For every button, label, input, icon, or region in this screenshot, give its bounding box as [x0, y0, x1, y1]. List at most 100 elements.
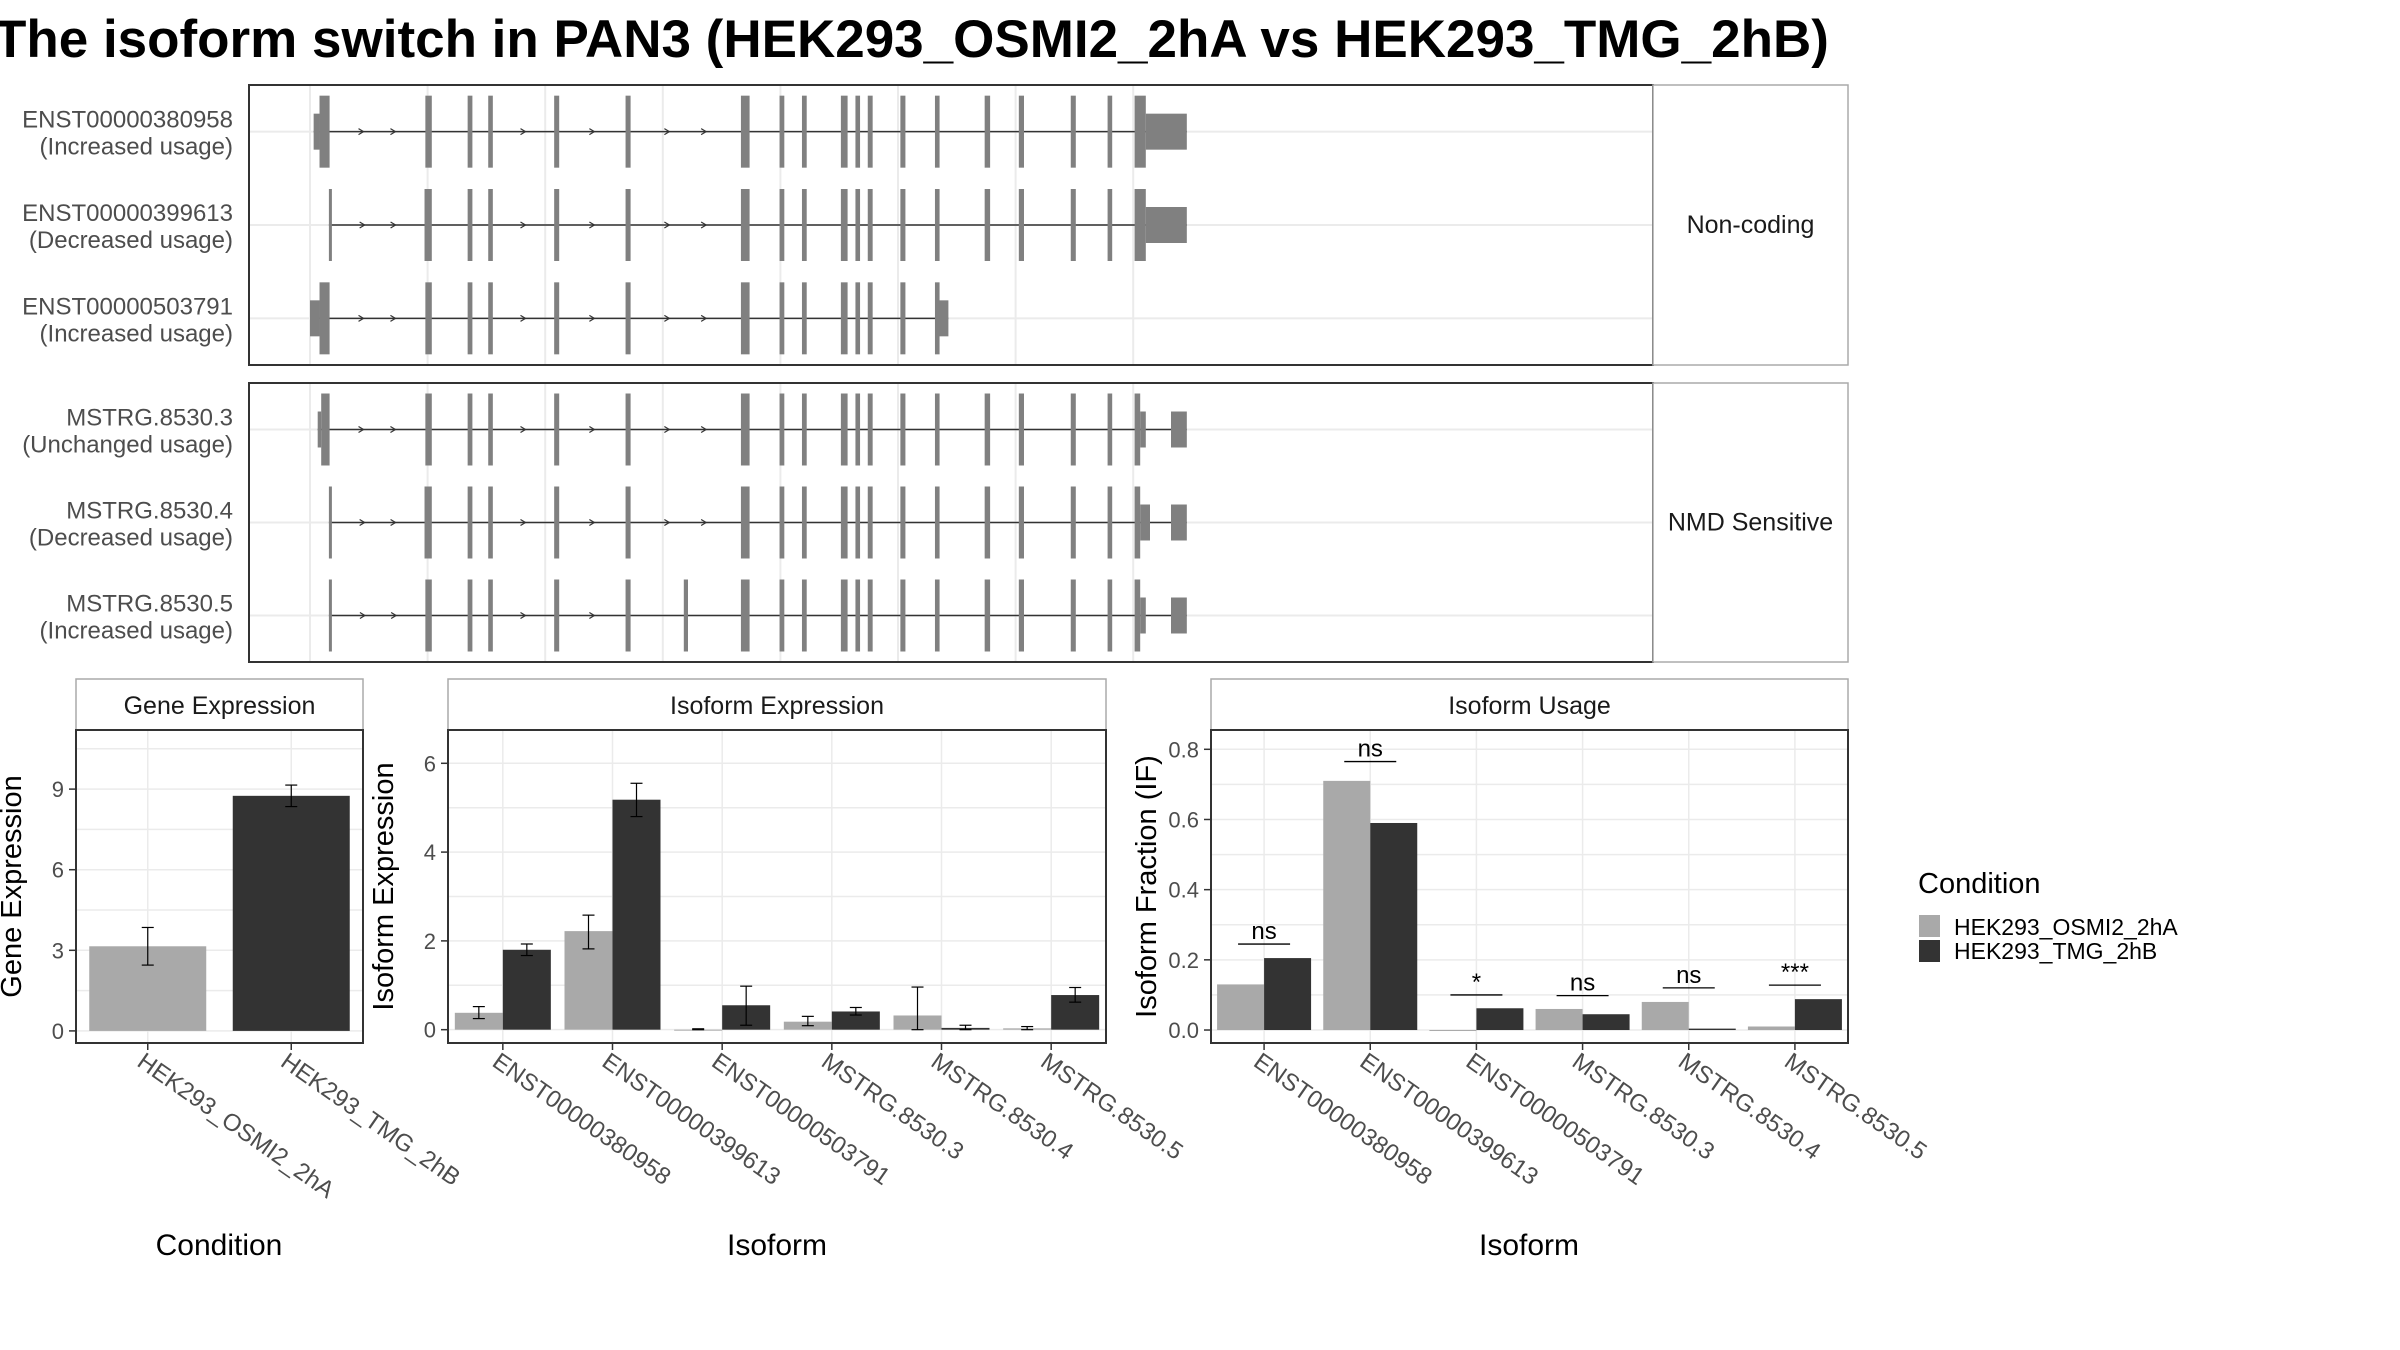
- x-tick-label: ENST00000380958: [487, 1048, 675, 1191]
- strand-arrow: [589, 314, 596, 322]
- panel-frame: [75, 729, 364, 1044]
- strand-arrow: [700, 221, 708, 229]
- strand-arrow: [589, 425, 596, 434]
- transcript-row: ENST00000380958(Increased usage): [22, 95, 1653, 168]
- figure-title: The isoform switch in PAN3 (HEK293_OSMI2…: [0, 10, 1829, 69]
- structure-group-2: MSTRG.8530.3(Unchanged usage)MSTRG.8530.…: [22, 382, 1849, 663]
- exon: [855, 486, 861, 559]
- exon: [625, 486, 631, 559]
- exon: [867, 393, 873, 466]
- exon: [1070, 393, 1076, 466]
- exon: [900, 393, 906, 466]
- exon: [740, 282, 750, 355]
- exon: [488, 486, 493, 559]
- transcript-row: ENST00000503791(Increased usage): [22, 282, 1653, 355]
- exon: [467, 95, 473, 168]
- strand-arrow: [520, 518, 527, 527]
- exon: [840, 189, 848, 261]
- significance-label: *: [1472, 969, 1481, 996]
- x-axis-label: Isoform: [1479, 1229, 1579, 1262]
- chart-panel-isoform-usage: Isoform Usage ns ns * ns ns *** 0.0 0.2 0.4 0.6 0.8…: [1131, 678, 1932, 1262]
- exon: [779, 282, 785, 355]
- transcript-id-label: ENST00000399613: [22, 200, 233, 227]
- strand-arrow: [664, 314, 671, 322]
- exon: [934, 393, 940, 466]
- strand-arrow: [390, 314, 397, 322]
- x-tick-label: ENST00000399613: [1355, 1048, 1543, 1191]
- legend-swatch-condition-b: [1919, 940, 1940, 962]
- exon: [467, 579, 473, 652]
- x-tick-label: ENST00000399613: [597, 1048, 785, 1191]
- legend-label-condition-b: HEK293_TMG_2hB: [1954, 938, 2157, 964]
- exon: [1140, 597, 1146, 634]
- exon: [900, 282, 906, 355]
- exon: [467, 189, 473, 261]
- exon: [683, 579, 688, 652]
- strand-arrow: [700, 128, 708, 136]
- transcript-id-label: MSTRG.8530.3: [66, 405, 233, 432]
- strand-arrow: [664, 128, 671, 136]
- panel-strip: [75, 678, 364, 731]
- exon: [625, 95, 631, 168]
- y-axis-label: Isoform Fraction (IF): [1131, 755, 1163, 1018]
- category-strip: [1652, 382, 1849, 663]
- exon: [1107, 189, 1113, 261]
- exon: [934, 486, 940, 559]
- strand-arrow: [390, 221, 397, 229]
- transcript-usage-label: (Decreased usage): [29, 525, 233, 552]
- exon: [1018, 486, 1024, 559]
- exon: [779, 486, 785, 559]
- exon: [934, 282, 940, 355]
- exon: [467, 282, 473, 355]
- strand-arrow: [664, 221, 671, 229]
- exon: [1018, 95, 1024, 168]
- strand-arrow: [390, 128, 397, 136]
- significance-label: ***: [1781, 959, 1809, 986]
- transcript-row: MSTRG.8530.5(Increased usage): [40, 579, 1653, 652]
- legend: Condition HEK293_OSMI2_2hA HEK293_TMG_2h…: [1918, 868, 2178, 964]
- exon: [1140, 411, 1146, 448]
- exon: [1134, 189, 1146, 261]
- exon: [554, 486, 560, 559]
- exon: [1107, 579, 1113, 652]
- exon: [625, 282, 631, 355]
- exon: [1171, 411, 1187, 448]
- transcript-id-label: MSTRG.8530.4: [66, 498, 233, 525]
- exon: [934, 189, 940, 261]
- strand-arrow: [664, 425, 671, 434]
- exon: [740, 486, 750, 559]
- exon: [779, 189, 785, 261]
- exon: [740, 189, 750, 261]
- panel-strip: [1210, 678, 1849, 731]
- panel-strip: [447, 678, 1107, 731]
- panel-strip-title: Gene Expression: [124, 692, 316, 720]
- exon: [934, 579, 940, 652]
- exon: [1145, 113, 1187, 150]
- bar: [1747, 1026, 1795, 1031]
- exon: [467, 393, 473, 466]
- strand-arrow: [358, 314, 365, 322]
- exon: [984, 579, 991, 652]
- exon: [554, 189, 560, 261]
- significance-label: ns: [1251, 918, 1276, 945]
- exon: [779, 95, 785, 168]
- exon: [840, 579, 848, 652]
- exon: [867, 189, 873, 261]
- exon: [1018, 393, 1024, 466]
- exon: [1171, 597, 1187, 634]
- exon: [1134, 579, 1141, 652]
- strand-arrow: [520, 314, 527, 322]
- strand-arrow: [359, 518, 366, 527]
- exon: [900, 579, 906, 652]
- exon: [801, 393, 807, 466]
- transcript-row: MSTRG.8530.3(Unchanged usage): [22, 393, 1653, 466]
- exon: [867, 282, 873, 355]
- strand-arrow: [358, 425, 365, 434]
- exon: [937, 300, 949, 337]
- panel-frame: [447, 729, 1107, 1044]
- y-tick-label: 0.6: [1168, 807, 1199, 832]
- exon: [1070, 189, 1076, 261]
- strand-arrow: [520, 611, 527, 620]
- bar: [1370, 822, 1418, 1031]
